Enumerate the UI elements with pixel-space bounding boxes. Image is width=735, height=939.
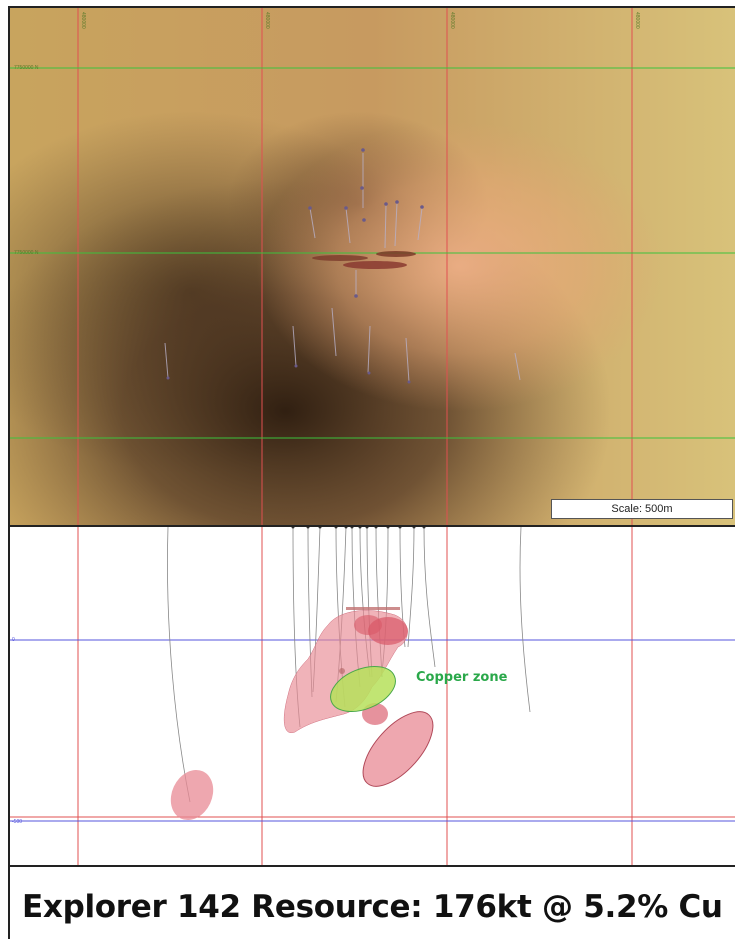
- easting-label-3: 480000: [449, 12, 455, 29]
- easting-gridlines: [77, 8, 633, 525]
- rl-label-zero: 0: [12, 637, 15, 643]
- easting-label-4: 480000: [634, 12, 640, 29]
- easting-label-2: 480000: [264, 12, 270, 29]
- orebody-shapes: [170, 607, 434, 821]
- resource-text: Explorer 142 Resource: 176kt @ 5.2% Cu: [22, 889, 723, 925]
- rl-label-minus-500: -500: [12, 819, 23, 825]
- drillhole-collars-plan: [166, 148, 424, 384]
- northing-gridlines: [10, 67, 735, 439]
- section-view-svg: [10, 527, 735, 867]
- northing-label-middle: 7750000 N: [14, 250, 39, 256]
- plan-view-svg: [10, 8, 735, 525]
- plan-view-map: 7750000 N 7750000 N 480000 480000 480000…: [10, 8, 735, 525]
- drillhole-collars-section: [291, 527, 426, 529]
- scale-bar-label: Scale: 500m: [551, 499, 733, 519]
- figure-frame: [8, 6, 735, 939]
- northing-label-top: 7750000 N: [14, 65, 39, 71]
- resource-caption: Explorer 142 Resource: 176kt @ 5.2% Cu: [10, 865, 735, 939]
- easting-label-1: 480000: [80, 12, 86, 29]
- section-view: 0 -500 Copper zone: [10, 525, 735, 867]
- drillhole-traces-plan: [164, 153, 521, 383]
- orebody-plan-projection: [312, 251, 416, 269]
- section-easting-gridlines: [77, 527, 633, 867]
- copper-zone-label: Copper zone: [416, 670, 508, 685]
